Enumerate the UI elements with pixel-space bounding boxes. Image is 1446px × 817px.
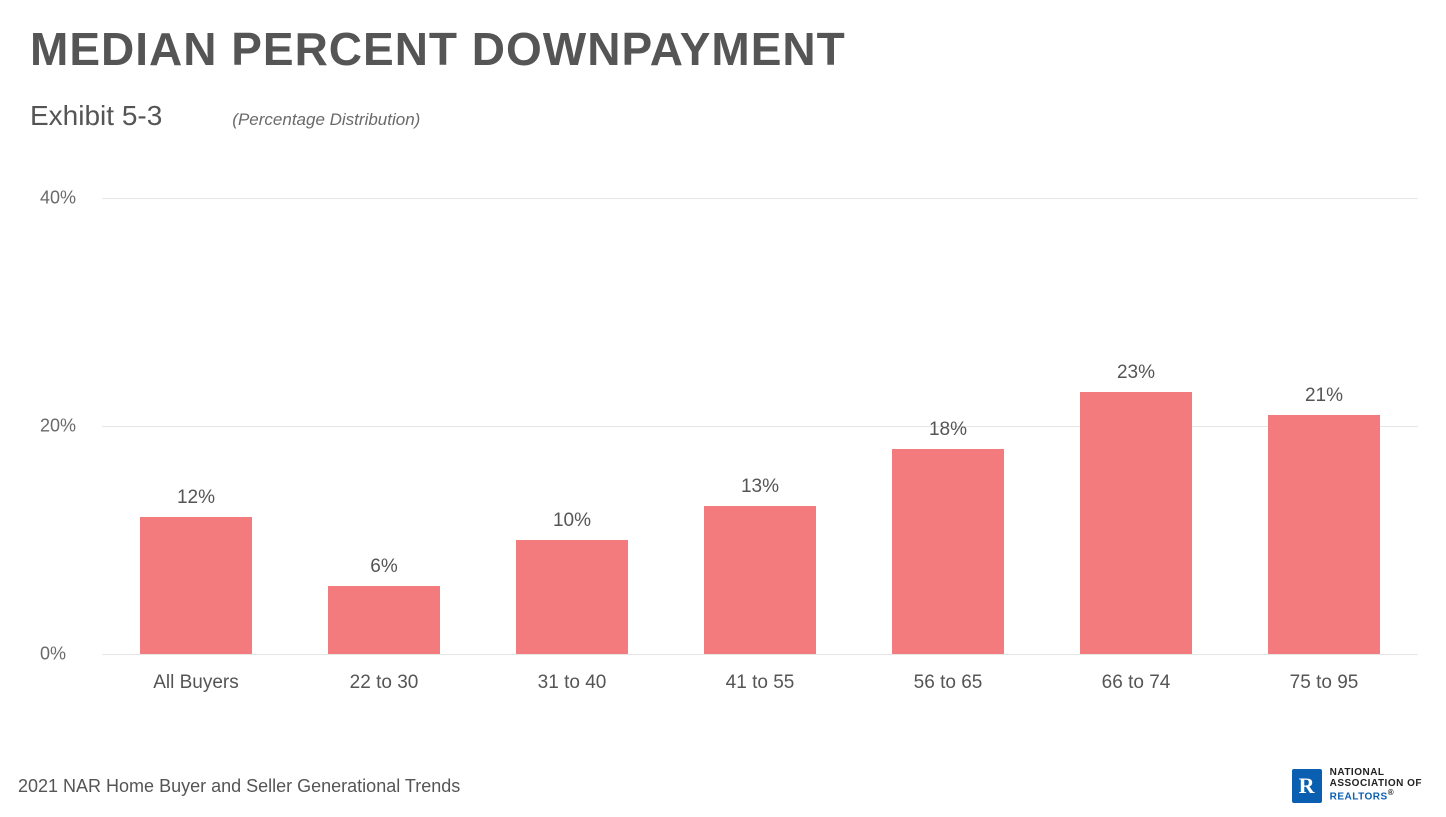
x-tick-label: 56 to 65 — [914, 672, 983, 694]
x-tick-label: 41 to 55 — [726, 672, 795, 694]
x-tick-label: All Buyers — [153, 672, 239, 694]
bar-value-label: 23% — [1117, 362, 1155, 384]
footer-source: 2021 NAR Home Buyer and Seller Generatio… — [18, 776, 460, 797]
bar-value-label: 10% — [553, 510, 591, 532]
bar: 18% — [892, 449, 1004, 654]
exhibit-label: Exhibit 5-3 — [30, 100, 162, 132]
bar-slot: 12%All Buyers — [102, 198, 290, 654]
nar-logo-text: NATIONAL ASSOCIATION OF REALTORS® — [1330, 768, 1422, 803]
plot-area: 12%All Buyers6%22 to 3010%31 to 4013%41 … — [102, 198, 1418, 654]
bar: 21% — [1268, 415, 1380, 654]
nar-logo-line2: ASSOCIATION OF — [1330, 779, 1422, 790]
bar-slot: 10%31 to 40 — [478, 198, 666, 654]
bar-chart: 0%20%40% 12%All Buyers6%22 to 3010%31 to… — [40, 190, 1420, 702]
nar-logo-reg: ® — [1388, 788, 1394, 797]
bar-value-label: 6% — [370, 556, 397, 578]
page-title: MEDIAN PERCENT DOWNPAYMENT — [30, 22, 846, 76]
distribution-label: (Percentage Distribution) — [232, 110, 420, 130]
bar-slot: 6%22 to 30 — [290, 198, 478, 654]
bar: 23% — [1080, 392, 1192, 654]
bar-slot: 23%66 to 74 — [1042, 198, 1230, 654]
bar-value-label: 21% — [1305, 385, 1343, 407]
nar-logo-line3: REALTORS — [1330, 792, 1388, 803]
bar: 12% — [140, 517, 252, 654]
y-tick-label: 0% — [40, 644, 96, 665]
bar-value-label: 18% — [929, 419, 967, 441]
y-tick-label: 20% — [40, 416, 96, 437]
y-tick-label: 40% — [40, 188, 96, 209]
bar-slot: 18%56 to 65 — [854, 198, 1042, 654]
bar-value-label: 13% — [741, 476, 779, 498]
bar: 13% — [704, 506, 816, 654]
bar-slot: 13%41 to 55 — [666, 198, 854, 654]
nar-logo: R NATIONAL ASSOCIATION OF REALTORS® — [1292, 768, 1422, 803]
subtitle-row: Exhibit 5-3 (Percentage Distribution) — [30, 100, 420, 132]
bar-slot: 21%75 to 95 — [1230, 198, 1418, 654]
bar: 10% — [516, 540, 628, 654]
nar-logo-mark: R — [1292, 769, 1322, 803]
bar-value-label: 12% — [177, 487, 215, 509]
x-tick-label: 31 to 40 — [538, 672, 607, 694]
x-tick-label: 75 to 95 — [1290, 672, 1359, 694]
gridline — [102, 654, 1418, 655]
x-tick-label: 22 to 30 — [350, 672, 419, 694]
bar: 6% — [328, 586, 440, 654]
x-tick-label: 66 to 74 — [1102, 672, 1171, 694]
